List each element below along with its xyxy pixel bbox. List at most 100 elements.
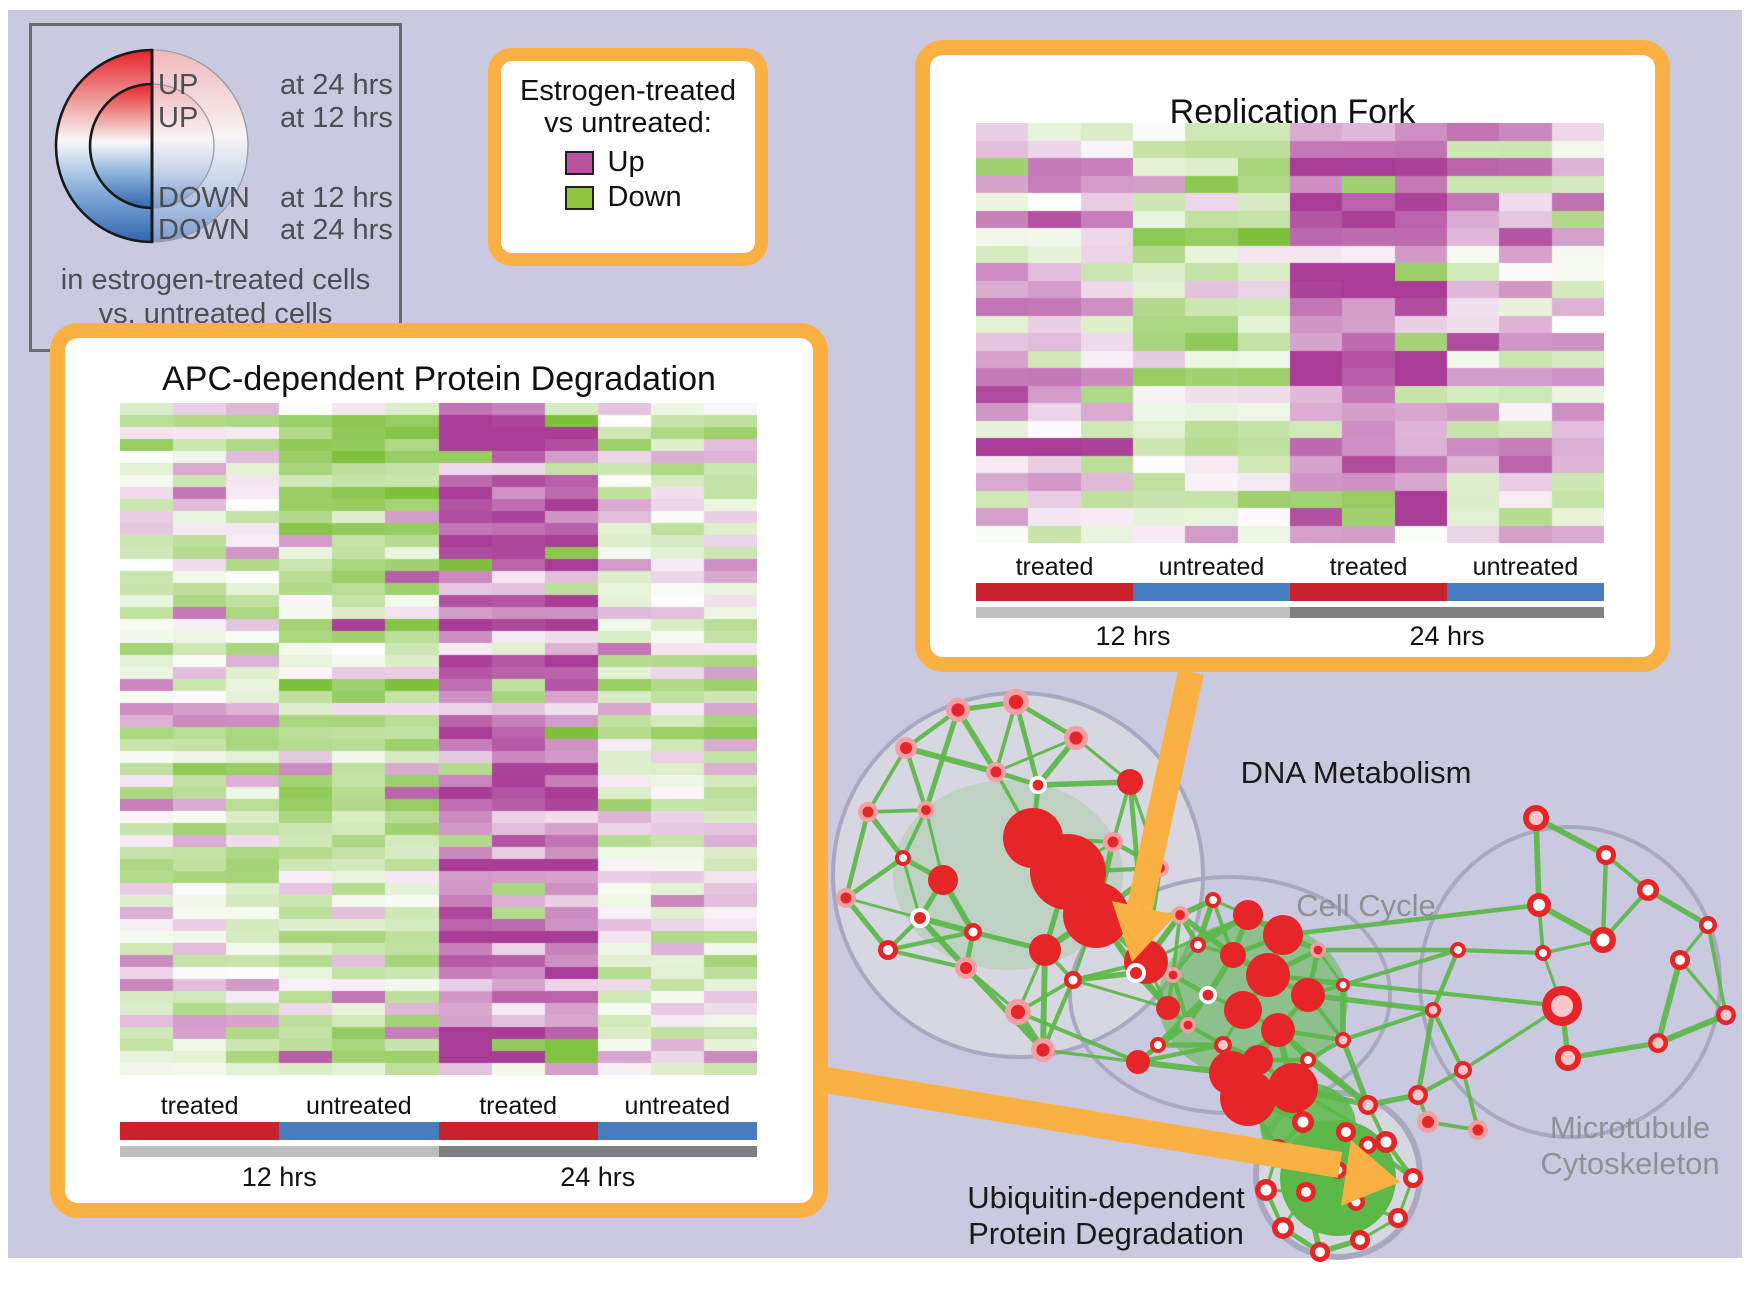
network-edge (1136, 1043, 1160, 1064)
network-edge (1221, 1009, 1245, 1046)
network-edge (1281, 1191, 1308, 1229)
network-edge (1247, 1084, 1294, 1102)
network-node-ring-core (1528, 810, 1544, 826)
network-node-halo (1165, 967, 1181, 983)
network-edge (1396, 1177, 1415, 1219)
network-node-ring (1670, 950, 1690, 970)
network-edge (901, 857, 922, 919)
network-node-ring (1272, 1217, 1294, 1239)
ring-label-down-12: DOWN (158, 182, 250, 214)
network-node-ring-core (883, 945, 893, 955)
network-node-halo (1005, 999, 1031, 1025)
network-edge (1276, 1120, 1305, 1152)
network-edge (901, 855, 945, 883)
arrow-replication-to-dna (1127, 669, 1204, 910)
network-label-ubiquitin-degradation: Ubiquitin-dependent Protein Degradation (967, 1180, 1245, 1251)
network-edge (995, 736, 1077, 774)
network-node-ring-core (1652, 1037, 1664, 1049)
network-edge (1303, 1191, 1323, 1253)
network-edge (1178, 912, 1235, 958)
network-edge (1537, 902, 1605, 943)
network-edge (1302, 1119, 1347, 1135)
network-edge (1355, 1200, 1399, 1220)
network-node-solid (1261, 1013, 1295, 1047)
network-edge (1014, 699, 1078, 741)
network-node-solid (1117, 769, 1143, 795)
network-node-halo-core (1010, 1004, 1026, 1020)
network-edge (1205, 953, 1236, 997)
network-node-ring (1267, 1139, 1289, 1161)
network-edge (1306, 993, 1345, 1042)
network-edge (1067, 865, 1161, 875)
network-edge (1247, 1096, 1347, 1134)
network-node-solid (1063, 882, 1129, 948)
network-edge (1170, 974, 1191, 1026)
network-edge (1220, 1044, 1234, 1074)
network-edge (843, 811, 871, 899)
network-node-ring (1292, 1111, 1314, 1133)
network-node-ring-core (1675, 955, 1685, 965)
network-node-halo (1310, 942, 1326, 958)
network-node-ring-core (1355, 1235, 1365, 1245)
network-edge (940, 878, 976, 934)
12hrs-bar (120, 1146, 439, 1157)
network-node-ring (1358, 1095, 1378, 1115)
network-node-halo (1103, 832, 1123, 852)
network-edge (1127, 781, 1149, 963)
network-node-ring (1359, 1136, 1377, 1154)
12hrs-bar (976, 607, 1290, 618)
network-edge (1342, 948, 1459, 987)
figure-canvas: UP at 24 hrs UP at 12 hrs DOWN at 12 hrs… (8, 10, 1742, 1262)
color-legend-items: Up Down (501, 145, 755, 215)
network-node-ring-core (1351, 1197, 1361, 1207)
network-edge (1134, 960, 1148, 975)
network-node-ring (1335, 1032, 1351, 1048)
network-node-ring (1190, 937, 1206, 953)
network-node-halo-core (921, 805, 931, 815)
network-edge (1016, 949, 1047, 1013)
network-edge (1143, 913, 1183, 964)
network-edge (1240, 973, 1271, 1012)
network-edge (1065, 870, 1099, 917)
network-edge (1136, 1023, 1190, 1064)
network-edge (901, 809, 928, 859)
network-node-halo (1031, 1038, 1055, 1062)
edge-density-blob (893, 780, 1123, 970)
network-node-ring (1205, 892, 1221, 908)
network-edge (1072, 978, 1169, 1010)
network-edge (1274, 1029, 1297, 1089)
network-node-ring-core (1209, 896, 1217, 904)
network-node-ring-core (1339, 981, 1347, 989)
network-node-halo-core (899, 741, 913, 755)
network-edge (919, 915, 974, 935)
network-edge (1256, 1058, 1295, 1090)
untreated-bar (597, 1122, 757, 1140)
network-edge (1256, 1028, 1280, 1062)
network-node-solid (1243, 1045, 1273, 1075)
network-label-microtubule-cytoskeleton: Microtubule Cytoskeleton (1540, 1110, 1720, 1181)
network-node-ring (1255, 1179, 1277, 1201)
network-edge (1345, 1129, 1387, 1145)
network-edge (955, 708, 999, 774)
network-edge (1292, 1085, 1369, 1108)
network-edge (1277, 1027, 1344, 1043)
network-node-ring (964, 923, 982, 941)
network-edge (1678, 958, 1728, 1017)
color-legend-title-line2: vs untreated: (544, 107, 712, 139)
network-node-halo-core (862, 806, 874, 818)
network-edge (1276, 1028, 1310, 1062)
network-edge (1197, 943, 1234, 957)
network-edge (1462, 1004, 1563, 1072)
up-color-swatch (564, 150, 594, 175)
network-edge (1265, 933, 1286, 977)
network-edge (923, 709, 961, 811)
network-edge (1171, 914, 1182, 976)
network-node-halo-core (1168, 970, 1178, 980)
network-node-ring (1375, 1131, 1397, 1153)
apc-title: APC-dependent Protein Degradation (162, 360, 716, 398)
network-edge (1165, 974, 1176, 1009)
network-edge (1067, 840, 1114, 874)
network-edge (1035, 736, 1079, 787)
network-node-ring-core (1428, 1005, 1438, 1015)
ring-time-down-24: at 24 hrs (280, 214, 393, 246)
